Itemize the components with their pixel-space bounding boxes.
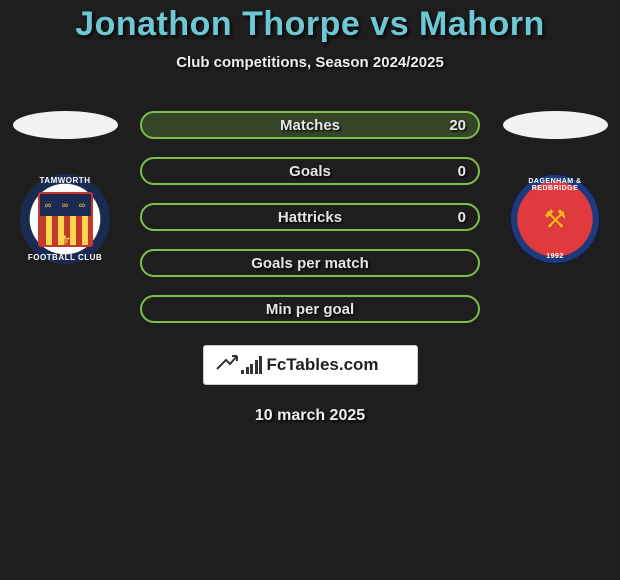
stat-label: Matches [280,117,340,134]
crest-ring-top: TAMWORTH [20,176,110,185]
stat-row: Goals per match [140,249,480,277]
subtitle: Club competitions, Season 2024/2025 [176,54,444,71]
brand-logo: FcTables.com [203,345,418,385]
crest-ring-top: DAGENHAM & REDBRIDGE [511,178,599,192]
left-column: TAMWORTH FOOTBALL CLUB ∞ ∞ ∞ ⚜ [10,111,120,264]
right-team-crest: DAGENHAM & REDBRIDGE 1992 ⚒ [510,174,600,264]
crest-ring-bottom: FOOTBALL CLUB [20,253,110,262]
stat-label: Goals per match [251,255,369,272]
stat-label: Goals [289,163,331,180]
stat-label: Min per goal [266,301,354,318]
crossed-hammers-icon: ⚒ [543,204,566,235]
trend-arrow-icon [216,354,238,372]
stats-area: TAMWORTH FOOTBALL CLUB ∞ ∞ ∞ ⚜ Matches 20… [0,111,620,323]
stat-row: Hattricks 0 [140,203,480,231]
stat-value-right: 20 [449,117,466,134]
page-title: Jonathon Thorpe vs Mahorn [75,5,545,44]
stat-label: Hattricks [278,209,342,226]
brand-text: FcTables.com [266,355,378,375]
crest-ring-bottom: 1992 [511,253,599,260]
date-label: 10 march 2025 [255,407,365,425]
left-player-slot [13,111,118,139]
comparison-card: Jonathon Thorpe vs Mahorn Club competiti… [0,0,620,425]
right-column: DAGENHAM & REDBRIDGE 1992 ⚒ [500,111,610,264]
bar-icon-segment [255,360,258,374]
stat-row: Goals 0 [140,157,480,185]
knot-icon: ∞ [79,200,85,210]
bar-icon-segment [250,364,253,374]
knot-icon: ∞ [62,200,68,210]
stat-value-right: 0 [458,209,466,226]
bar-icon-segment [246,367,249,374]
bar-icon-segment [241,370,244,374]
bar-icon-segment [259,356,262,374]
stat-value-right: 0 [458,163,466,180]
stat-row: Min per goal [140,295,480,323]
stat-row: Matches 20 [140,111,480,139]
knot-icon: ∞ [45,200,51,210]
crest-center: ⚒ [531,195,579,243]
right-player-slot [503,111,608,139]
crest-shield-top: ∞ ∞ ∞ [40,194,91,216]
stat-bars: Matches 20 Goals 0 Hattricks 0 Goals per match… [140,111,480,323]
fleur-de-lis-icon: ⚜ [59,232,72,249]
chart-bars-icon [241,356,262,374]
left-team-crest: TAMWORTH FOOTBALL CLUB ∞ ∞ ∞ ⚜ [20,174,110,264]
